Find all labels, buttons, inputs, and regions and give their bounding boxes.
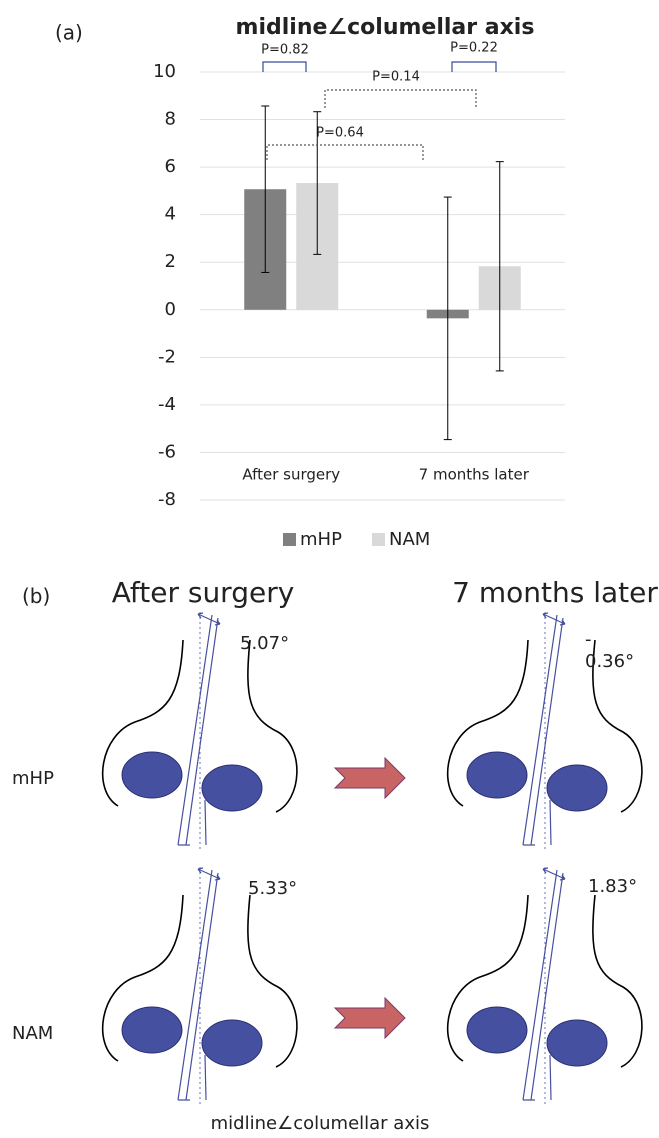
- row-label: NAM: [12, 1023, 53, 1045]
- legend-swatch: [372, 533, 385, 546]
- y-tick-label: 6: [165, 156, 176, 177]
- angle-label: - 0.36°: [585, 629, 634, 673]
- row-label: mHP: [12, 768, 54, 790]
- panel-label: (b): [22, 585, 50, 607]
- nose-diagram: [103, 867, 297, 1107]
- p-value: P=0.64: [316, 126, 364, 141]
- y-tick-label: 10: [153, 61, 176, 82]
- nose-diagram: [448, 867, 642, 1107]
- y-tick-label: -2: [158, 346, 176, 367]
- significance-bracket: [267, 145, 423, 160]
- y-tick-label: 2: [165, 251, 176, 272]
- y-tick-label: -6: [158, 441, 176, 462]
- y-tick-label: 4: [165, 204, 176, 225]
- nose-diagrams: [103, 612, 642, 1107]
- p-value: P=0.14: [372, 70, 420, 85]
- figure: (a) midline∠columellar axis -8 -6 -4 -2 0 2 4 6 8 1…: [0, 0, 659, 1138]
- p-value: P=0.82: [261, 43, 309, 58]
- significance-bracket: [263, 62, 306, 72]
- caption: midline∠columellar axis: [211, 1113, 430, 1135]
- p-value: P=0.22: [450, 41, 498, 56]
- column-heading: 7 months later: [452, 576, 658, 610]
- x-tick-label: 7 months later: [419, 466, 530, 484]
- arrow: [335, 998, 405, 1038]
- y-tick-label: 8: [165, 109, 176, 130]
- significance-bracket: [325, 90, 476, 108]
- legend-label: mHP: [300, 529, 342, 550]
- angle-label: 5.07°: [240, 633, 289, 655]
- x-tick-label: After surgery: [242, 466, 340, 484]
- chart-title: midline∠columellar axis: [236, 15, 535, 40]
- angle-label: 1.83°: [588, 876, 637, 898]
- angle-label: 5.33°: [248, 878, 297, 900]
- y-tick-label: -8: [158, 489, 176, 510]
- chart: (a) midline∠columellar axis -8 -6 -4 -2 0 2 4 6 8 1…: [0, 0, 659, 1138]
- y-tick-label: -4: [158, 394, 176, 415]
- arrow: [335, 758, 405, 798]
- y-tick-label: 0: [165, 299, 176, 320]
- legend-swatch: [283, 533, 296, 546]
- column-heading: After surgery: [112, 576, 295, 610]
- panel-label: (a): [55, 21, 83, 45]
- significance-bracket: [452, 62, 496, 72]
- legend-label: NAM: [389, 529, 430, 550]
